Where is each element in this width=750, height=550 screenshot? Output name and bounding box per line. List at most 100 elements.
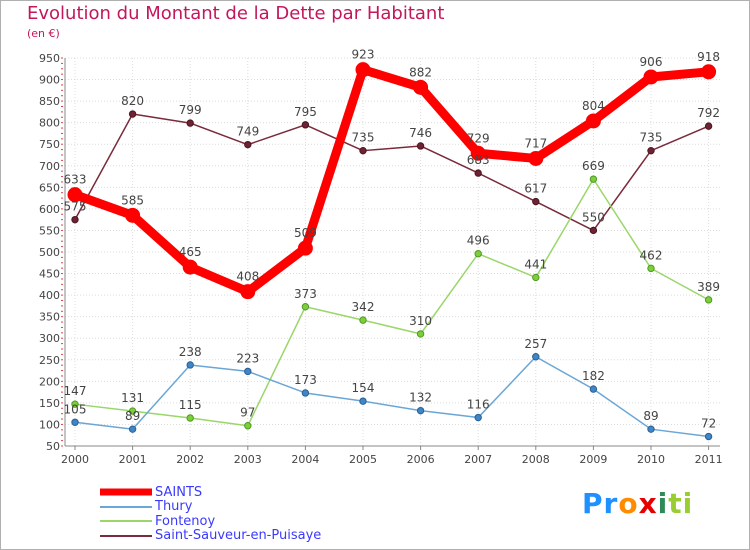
data-label-saint-sauveur: 799 [179, 103, 202, 117]
y-tick-label: 300 [39, 332, 60, 345]
y-tick-label: 450 [39, 268, 60, 281]
data-label-thury: 105 [64, 402, 87, 416]
data-label-saint-sauveur: 746 [409, 126, 432, 140]
point-saints [413, 79, 429, 95]
data-label-saints: 906 [640, 55, 663, 69]
data-label-saints: 585 [121, 193, 144, 207]
x-tick-label: 2005 [349, 453, 377, 466]
data-label-thury: 238 [179, 345, 202, 359]
y-tick-label: 800 [39, 117, 60, 130]
data-label-fontenoy: 462 [640, 248, 663, 262]
point-saint-sauveur [474, 169, 482, 177]
proxiti-logo: Proxiti [582, 487, 694, 520]
point-saint-sauveur [186, 119, 194, 127]
data-label-saints: 465 [179, 245, 202, 259]
x-tick-label: 2007 [464, 453, 492, 466]
data-label-thury: 132 [409, 391, 432, 405]
point-fontenoy [589, 175, 598, 183]
data-label-saints: 923 [352, 48, 375, 62]
y-tick-label: 700 [39, 160, 60, 173]
data-label-saint-sauveur: 792 [697, 106, 720, 120]
point-fontenoy [128, 407, 137, 415]
point-saint-sauveur [128, 110, 137, 118]
y-tick-label: 100 [39, 418, 60, 431]
point-saints [297, 240, 313, 256]
point-fontenoy [244, 422, 252, 430]
point-thury [589, 385, 598, 393]
data-label-fontenoy: 115 [179, 398, 202, 412]
y-tick-label: 150 [39, 397, 60, 410]
data-label-thury: 154 [352, 381, 375, 395]
data-label-saint-sauveur: 735 [352, 131, 375, 145]
chart-subtitle: (en €) [27, 27, 60, 40]
point-thury [474, 413, 482, 422]
data-label-saints: 918 [697, 50, 720, 64]
data-label-saint-sauveur: 820 [121, 94, 144, 108]
data-label-saint-sauveur: 683 [467, 153, 490, 167]
data-label-fontenoy: 496 [467, 234, 490, 248]
data-label-thury: 116 [467, 398, 490, 412]
point-fontenoy [647, 264, 655, 273]
point-fontenoy [71, 400, 79, 408]
point-saints [125, 207, 141, 223]
data-label-fontenoy: 131 [121, 391, 144, 405]
data-label-saint-sauveur: 617 [524, 182, 547, 196]
legend-item-thury: Thury [100, 499, 321, 515]
point-fontenoy [532, 273, 540, 282]
x-tick-label: 2004 [291, 453, 319, 466]
data-label-fontenoy: 373 [294, 287, 317, 301]
data-label-saint-sauveur: 749 [236, 125, 259, 139]
chart-title: Evolution du Montant de la Dette par Hab… [27, 3, 445, 24]
point-saints [585, 113, 601, 129]
series-line-saints [70, 65, 714, 297]
point-fontenoy [704, 296, 713, 304]
data-label-fontenoy: 310 [409, 314, 432, 328]
point-saints [528, 150, 544, 166]
data-label-fontenoy: 441 [524, 257, 547, 271]
data-label-fontenoy: 342 [352, 300, 375, 314]
data-label-thury: 182 [582, 369, 605, 383]
data-label-thury: 89 [125, 409, 140, 423]
series-line-saint-sauveur [74, 113, 710, 232]
point-fontenoy [416, 330, 425, 338]
point-saint-sauveur [704, 122, 713, 130]
legend-item-saint-sauveur: Saint-Sauveur-en-Puisaye [100, 528, 321, 543]
point-saints [701, 64, 717, 80]
x-tick-label: 2011 [695, 453, 723, 466]
y-tick-label: 750 [39, 138, 60, 151]
legend-item-saints: SAINTS [100, 485, 321, 500]
data-label-saints: 729 [467, 131, 490, 145]
point-thury [416, 406, 425, 415]
data-label-fontenoy: 97 [240, 406, 255, 420]
series-line-thury [74, 356, 710, 438]
point-fontenoy [359, 316, 367, 324]
x-tick-label: 2008 [522, 453, 550, 466]
data-label-thury: 72 [701, 417, 716, 431]
chart-legend: SAINTS Thury Fontenoy Saint-Sauveur-en-P… [100, 485, 321, 543]
y-tick-label: 850 [39, 95, 60, 108]
data-label-saints: 633 [64, 173, 87, 187]
point-saint-sauveur [359, 146, 367, 155]
point-thury [244, 367, 252, 376]
data-label-fontenoy: 389 [697, 280, 720, 294]
point-saints [643, 69, 659, 85]
y-tick-label: 550 [39, 224, 60, 237]
data-label-saint-sauveur: 550 [582, 210, 605, 224]
point-saints [470, 145, 486, 161]
y-tick-label: 50 [46, 440, 60, 453]
y-tick-label: 650 [39, 181, 60, 194]
data-label-thury: 89 [643, 409, 658, 423]
legend-label-saints: SAINTS [155, 484, 203, 500]
series-line-fontenoy [74, 178, 710, 427]
legend-label-thury: Thury [155, 499, 193, 515]
point-thury [704, 432, 713, 441]
data-label-saints: 509 [294, 226, 317, 240]
point-thury [647, 425, 655, 433]
point-saint-sauveur [301, 121, 310, 129]
x-tick-label: 2003 [234, 453, 262, 466]
legend-label-fontenoy: Fontenoy [155, 513, 216, 529]
point-saint-sauveur [532, 197, 540, 206]
x-tick-label: 2001 [119, 453, 147, 466]
point-saint-sauveur [71, 215, 79, 224]
